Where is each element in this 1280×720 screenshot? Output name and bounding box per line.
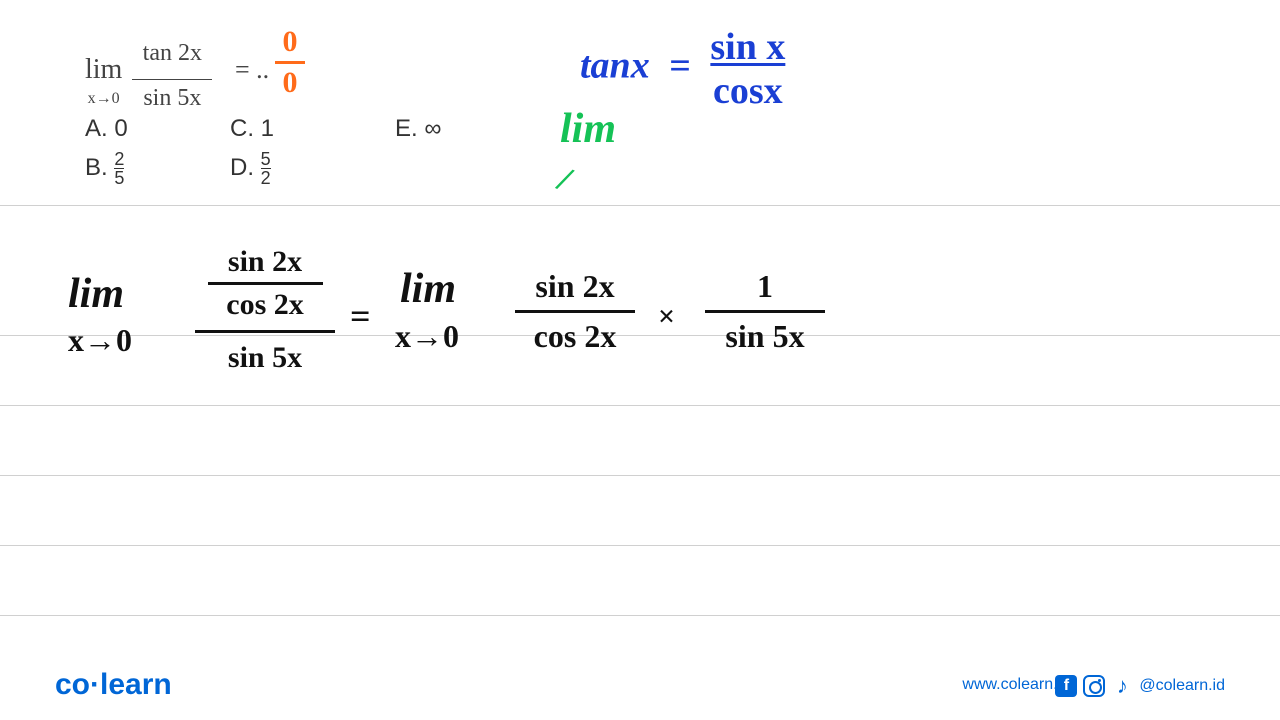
footer: co·learn www.colearn.id f ♪ @colearn.id [0, 662, 1280, 702]
answer-c: C. 1 [230, 115, 274, 143]
rule-line [0, 205, 1280, 206]
work-fraction-2: sin 2x cos 2x [515, 268, 635, 355]
answer-b: B. 2 5 [85, 150, 124, 187]
zero-top: 0 [275, 25, 305, 59]
work-lim-1: lim [68, 270, 124, 318]
answer-e: E. ∞ [395, 115, 441, 143]
rule-line [0, 475, 1280, 476]
work-fraction-3: 1 sin 5x [705, 268, 825, 355]
lim-green-text: lim [560, 105, 616, 153]
rule-line [0, 335, 1280, 336]
rule-line [0, 545, 1280, 546]
website-url[interactable]: www.colearn.id [962, 676, 1070, 694]
facebook-icon[interactable]: f [1055, 675, 1077, 697]
tan-identity: tanx = sin x cosx [580, 25, 785, 113]
colearn-logo: co·learn [55, 668, 172, 702]
work-equals: = [350, 295, 371, 337]
tiktok-icon[interactable]: ♪ [1111, 675, 1133, 697]
zero-bottom: 0 [275, 66, 305, 100]
problem-denominator: sin 5x [132, 85, 212, 112]
answer-a: A. 0 [85, 115, 128, 143]
rule-line [0, 615, 1280, 616]
answer-d: D. 5 2 [230, 150, 271, 187]
slash-green: / [552, 158, 579, 200]
social-handle: @colearn.id [1139, 677, 1225, 695]
lim-sub: x→0 [85, 90, 122, 108]
instagram-icon[interactable] [1083, 675, 1105, 697]
problem-numerator: tan 2x [132, 40, 212, 67]
problem-limit-expression: lim x→0 tan 2x sin 5x [85, 40, 212, 112]
zero-over-zero: 0 0 [275, 25, 305, 100]
rule-line [0, 405, 1280, 406]
work-times: × [658, 300, 675, 334]
work-big-fraction-1: sin 2x cos 2x sin 5x [195, 245, 335, 375]
problem-equals: = .. [235, 55, 269, 85]
work-lim-1-sub: x→0 [68, 322, 132, 359]
work-lim-2: lim [400, 265, 456, 313]
lim-text: lim [85, 54, 122, 86]
social-icons: f ♪ @colearn.id [1055, 675, 1225, 697]
work-lim-2-sub: x→0 [395, 318, 459, 355]
